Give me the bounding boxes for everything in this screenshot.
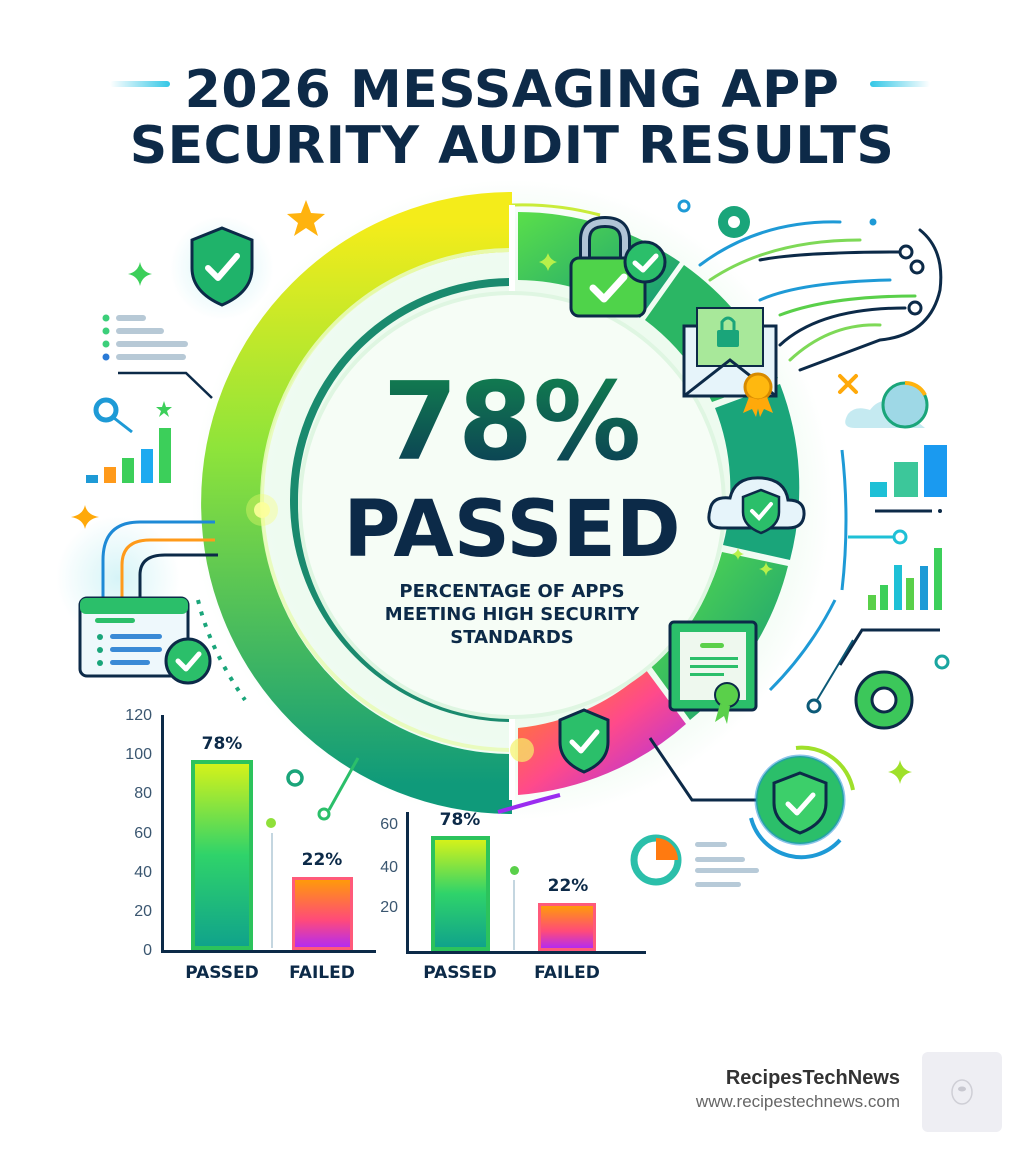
shield-check-icon (190, 226, 254, 307)
center-label: PASSED (343, 485, 681, 575)
y-tick: 40 (380, 859, 398, 876)
page-title-line-1: 2026 MESSAGING APP (184, 60, 840, 120)
title-accent-right (870, 81, 930, 87)
bar-chart-icon (870, 445, 947, 497)
gear-icon (854, 670, 914, 730)
certificate-icon (668, 620, 758, 724)
bear-logo-icon (951, 1079, 973, 1105)
cloud-shield-icon (707, 476, 806, 576)
bar-value-label: 22% (547, 876, 589, 896)
shield-check-icon (772, 771, 828, 835)
y-tick: 20 (134, 903, 152, 920)
bar-chart-icon (86, 428, 171, 483)
subtitle-line: PERCENTAGE OF APPS (399, 581, 625, 602)
y-axis (161, 715, 164, 953)
center-percent: 78% (312, 368, 712, 478)
y-tick: 60 (134, 825, 152, 842)
pie-chart-icon (630, 834, 682, 886)
brand-name: RecipesTechNews (725, 1067, 900, 1089)
bar-failed (538, 903, 596, 951)
brand-logo (922, 1052, 1002, 1132)
bar-value-label: 78% (201, 734, 243, 754)
browser-window-icon (78, 596, 190, 678)
title-accent-left (110, 81, 170, 87)
x-axis (406, 951, 646, 954)
gear-search-icon (93, 397, 133, 434)
y-tick: 80 (134, 785, 152, 802)
padlock-check-icon (569, 215, 667, 318)
dot (510, 866, 519, 875)
x-axis (161, 950, 376, 953)
y-tick: 0 (143, 942, 152, 959)
y-tick: 60 (380, 816, 398, 833)
y-tick: 40 (134, 864, 152, 881)
y-axis (406, 812, 409, 954)
subtitle-line: STANDARDS (450, 627, 574, 648)
list-icon (102, 314, 188, 361)
divider (513, 880, 515, 950)
dot (266, 818, 276, 828)
brand-url[interactable]: www.recipestechnews.com (695, 1092, 900, 1111)
shield-check-icon (558, 708, 610, 774)
bar-value-label: 22% (301, 850, 343, 870)
y-tick: 100 (125, 746, 152, 763)
y-tick: 20 (380, 899, 398, 916)
y-tick: 120 (125, 707, 152, 724)
center-subtitle: PERCENTAGE OF APPS MEETING HIGH SECURITY… (312, 580, 712, 649)
bar-passed (191, 760, 253, 950)
bar-failed (292, 877, 353, 950)
bar-value-label: 78% (439, 810, 481, 830)
cloud-icon (845, 380, 929, 429)
gear-icon (718, 206, 750, 238)
page-title-line-2: SECURITY AUDIT RESULTS (129, 116, 895, 176)
divider (271, 833, 273, 948)
category-label: PASSED (185, 963, 259, 983)
category-label: FAILED (289, 963, 355, 983)
bar-chart-icon (868, 548, 942, 610)
category-label: FAILED (534, 963, 600, 983)
category-label: PASSED (423, 963, 497, 983)
secure-envelope-icon (682, 307, 778, 417)
bar-passed (431, 836, 490, 951)
subtitle-line: MEETING HIGH SECURITY (384, 604, 640, 625)
